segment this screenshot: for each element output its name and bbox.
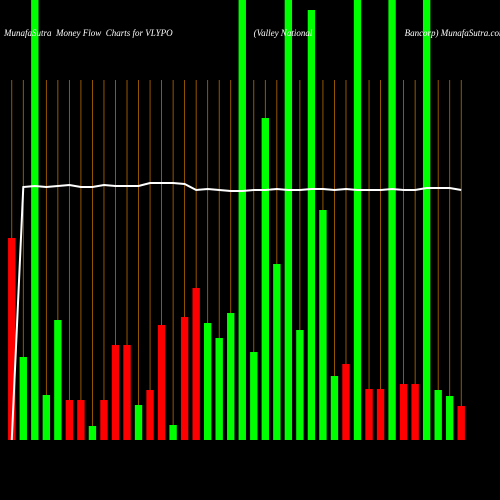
bar	[457, 406, 465, 440]
bar	[399, 384, 408, 440]
bar	[422, 0, 431, 440]
bar	[376, 389, 385, 440]
bar	[296, 330, 304, 440]
bar	[319, 210, 327, 440]
bar	[31, 0, 39, 440]
bar	[100, 400, 108, 440]
chart-title: MunafaSutra Money Flow Charts for VLYPO …	[3, 28, 500, 38]
bar	[284, 0, 293, 440]
bar	[203, 323, 212, 440]
bar	[88, 426, 97, 440]
bar	[365, 389, 373, 440]
bar	[411, 384, 419, 440]
bar	[42, 395, 51, 440]
bar	[307, 10, 316, 440]
bar	[353, 0, 362, 440]
bar	[8, 238, 16, 440]
bar	[227, 313, 235, 440]
bar	[146, 390, 154, 440]
bar	[123, 345, 131, 440]
bar	[180, 317, 189, 440]
bar	[261, 118, 270, 440]
bar	[215, 338, 223, 440]
bar	[388, 0, 396, 440]
bar	[111, 345, 120, 440]
bar	[273, 264, 281, 440]
bar	[77, 400, 85, 440]
bar	[65, 400, 74, 440]
bar	[238, 0, 246, 440]
bar	[434, 390, 442, 440]
bar	[250, 352, 258, 440]
bar	[446, 396, 454, 440]
bar	[330, 376, 339, 440]
bar	[192, 288, 200, 440]
bar	[169, 425, 177, 440]
bar	[157, 325, 166, 440]
price-line	[10, 182, 462, 441]
bar	[54, 320, 62, 440]
bar	[19, 357, 27, 440]
bar	[342, 364, 350, 440]
bar	[134, 405, 143, 440]
